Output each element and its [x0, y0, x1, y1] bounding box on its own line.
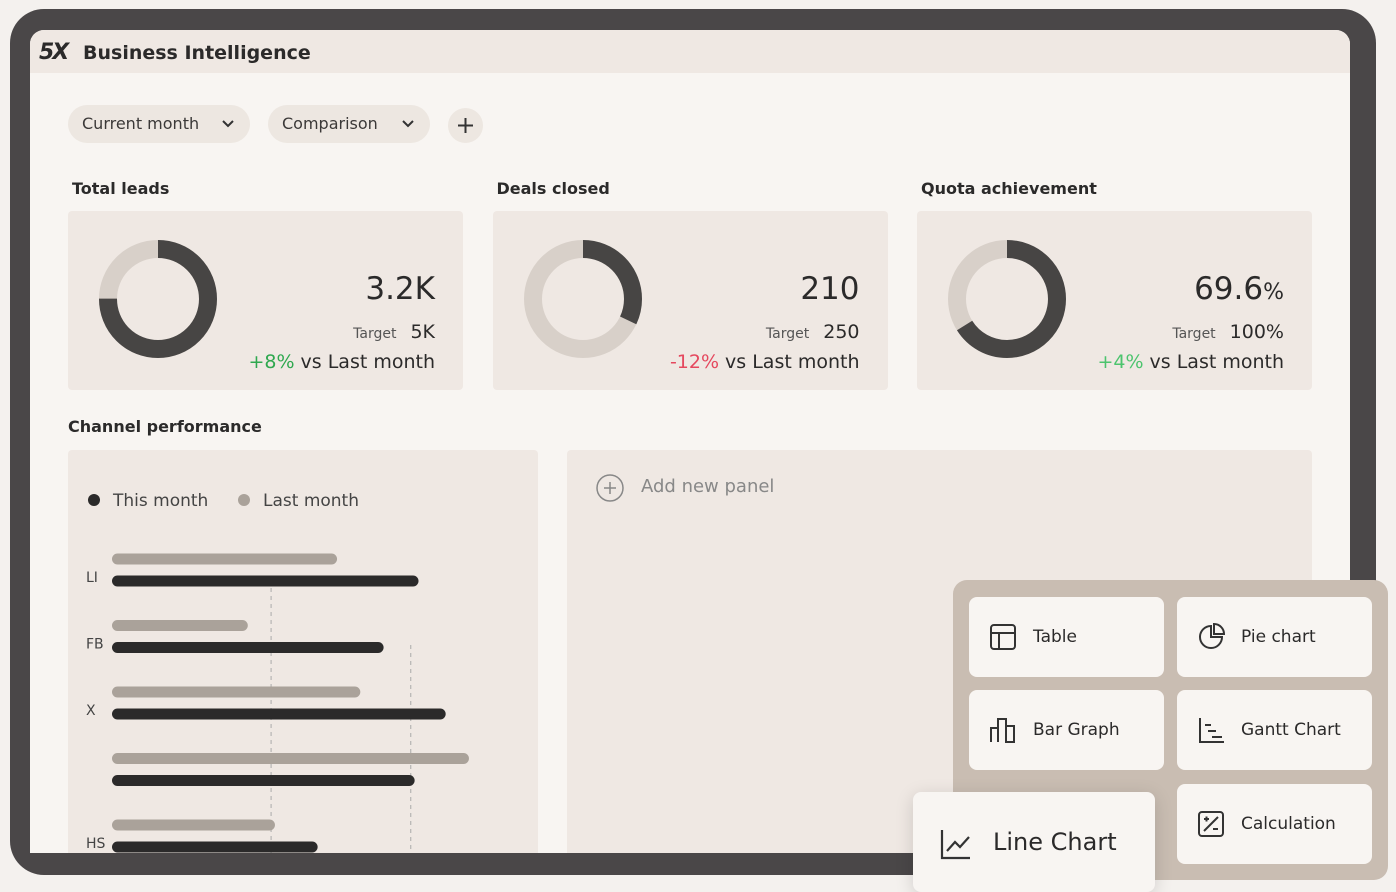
- kpi-card: 210 Target 250 -12% vs Last month: [492, 211, 888, 390]
- menu-item[interactable]: Bar Graph: [969, 690, 1164, 770]
- bar: [112, 686, 361, 698]
- plus-icon: [458, 118, 473, 133]
- filter-dropdown[interactable]: Comparison: [268, 105, 430, 143]
- kpi-unit: %: [1263, 280, 1284, 305]
- target-value: 250: [823, 321, 860, 343]
- bar: [112, 575, 419, 587]
- kpi-label: Quota achievement: [921, 179, 1097, 198]
- kpi-target: Target 100%: [1172, 321, 1284, 343]
- target-value: 5K: [410, 321, 435, 343]
- bar: [112, 708, 446, 720]
- kpi-label: Total leads: [72, 179, 170, 198]
- pie-icon: [1199, 623, 1225, 649]
- target-label: Target: [765, 326, 810, 342]
- donut-arc: [99, 240, 217, 358]
- menu-item[interactable]: Gantt Chart: [1177, 690, 1372, 770]
- kpi-label: Deals closed: [496, 179, 610, 198]
- category-label: X: [86, 703, 96, 719]
- bar: [112, 819, 275, 831]
- bar: [112, 553, 338, 565]
- screen: 5X Business Intelligence Current month C…: [30, 30, 1350, 853]
- menu-item[interactable]: Table: [969, 597, 1164, 677]
- donut-arc: [523, 240, 642, 358]
- change-text: vs Last month: [300, 351, 435, 373]
- category-label: FB: [86, 637, 104, 653]
- bar-chart: This month Last month LI FB X HS: [86, 491, 469, 853]
- legend-dot: [238, 494, 250, 506]
- logo: 5X: [39, 40, 69, 65]
- menu-label: Table: [1033, 627, 1077, 647]
- section-title: Channel performance: [68, 417, 262, 436]
- target-value: 100%: [1229, 321, 1284, 343]
- menu-item[interactable]: Calculation: [1177, 784, 1372, 864]
- filter-dropdown[interactable]: Current month: [68, 105, 250, 143]
- menu-label: Calculation: [1241, 814, 1336, 834]
- kpi-number: 69.6: [1194, 271, 1264, 307]
- line-chart-icon: [940, 830, 970, 860]
- chevron: [402, 120, 414, 128]
- donut-arc: [948, 240, 1066, 358]
- kpi-card: 69.6% Target 100% +4% vs Last month: [917, 211, 1312, 390]
- target-label: Target: [1172, 326, 1216, 342]
- add-panel-label: Add new panel: [641, 476, 775, 497]
- menu-label: Pie chart: [1241, 627, 1316, 647]
- chevron: [222, 120, 234, 128]
- legend-label: Last month: [263, 491, 359, 511]
- donut: [948, 240, 1066, 358]
- bar: [112, 775, 415, 786]
- calc-icon: [1198, 811, 1224, 837]
- add-filter-button[interactable]: [448, 108, 483, 143]
- menu-label: Bar Graph: [1033, 720, 1120, 740]
- menu-item[interactable]: Pie chart: [1177, 597, 1372, 677]
- bar: [112, 841, 318, 853]
- filter-label: Current month: [82, 114, 200, 133]
- table-icon: [990, 624, 1016, 650]
- menu-label: Gantt Chart: [1241, 720, 1341, 740]
- dragged-label: Line Chart: [993, 828, 1117, 856]
- donut: [99, 240, 217, 358]
- target-label: Target: [353, 326, 397, 342]
- panel-type-menu: Table Pie chart Bar Graph Gantt Chart Ca…: [953, 580, 1388, 880]
- bar: [112, 642, 384, 653]
- kpi-number: 3.2K: [365, 271, 435, 307]
- category-label: LI: [86, 570, 98, 586]
- change-value: +4%: [1097, 351, 1144, 373]
- kpi-target: Target 5K: [353, 321, 435, 343]
- kpi-value: 69.6%: [1194, 271, 1284, 307]
- kpi-value: 3.2K: [365, 271, 435, 307]
- app-title: Business Intelligence: [83, 42, 311, 64]
- legend-label: This month: [112, 491, 208, 511]
- kpi-number: 210: [800, 271, 860, 307]
- gantt-icon: [1199, 718, 1224, 743]
- bar-icon: [990, 718, 1015, 743]
- legend-dot: [88, 494, 100, 506]
- dragged-item[interactable]: Line Chart: [913, 792, 1155, 892]
- header: 5X Business Intelligence: [30, 30, 1350, 73]
- kpi-target: Target 250: [766, 321, 860, 343]
- kpi-value: 210: [800, 271, 859, 307]
- change-value: -12%: [669, 351, 720, 373]
- bar: [112, 753, 469, 764]
- category-label: HS: [86, 836, 106, 852]
- donut: [523, 240, 642, 358]
- change-text: vs Last month: [725, 351, 860, 373]
- kpi-card: 3.2K Target 5K +8% vs Last month: [68, 211, 463, 390]
- bar: [112, 620, 248, 631]
- change-value: +8%: [248, 351, 295, 373]
- filter-label: Comparison: [282, 114, 378, 133]
- kpi-change: +4% vs Last month: [1097, 351, 1284, 373]
- kpi-change: +8% vs Last month: [248, 351, 435, 373]
- change-text: vs Last month: [1149, 351, 1284, 373]
- kpi-change: -12% vs Last month: [670, 351, 860, 373]
- add-icon: [596, 474, 624, 502]
- chart-panel: This month Last month LI FB X HS: [68, 450, 538, 853]
